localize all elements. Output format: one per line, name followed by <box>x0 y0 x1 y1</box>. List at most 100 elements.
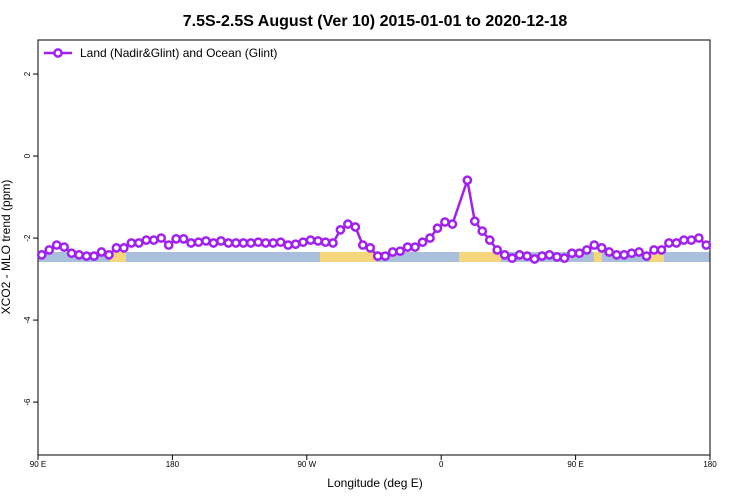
data-point <box>581 245 592 255</box>
data-point <box>89 251 99 261</box>
data-point <box>649 245 659 255</box>
data-point <box>111 243 122 253</box>
data-point <box>499 250 510 260</box>
data-point <box>372 251 383 261</box>
x-tick-label: 90 W <box>297 460 316 469</box>
data-point <box>425 233 435 243</box>
data-point <box>320 237 331 248</box>
data-point <box>335 225 346 235</box>
legend: Land (Nadir&Glint) and Ocean (Glint) <box>44 46 277 60</box>
data-point <box>410 242 420 252</box>
data-point <box>328 238 338 248</box>
data-point <box>260 238 271 248</box>
data-point <box>148 235 159 245</box>
x-axis-title: Longitude (deg E) <box>327 476 422 490</box>
data-point <box>156 233 167 243</box>
data-point <box>290 239 301 250</box>
data-point <box>634 247 644 257</box>
data-point <box>537 251 547 261</box>
data-point <box>395 246 405 257</box>
data-point <box>380 251 391 261</box>
data-point <box>440 217 450 227</box>
data-point <box>686 235 697 245</box>
data-point <box>365 243 376 253</box>
data-point <box>619 250 629 260</box>
series <box>36 175 712 264</box>
data-point <box>701 240 712 250</box>
legend-marker <box>53 48 63 58</box>
data-point <box>193 237 204 248</box>
data-point <box>208 238 219 248</box>
data-point <box>74 250 84 260</box>
data-point <box>51 240 62 250</box>
x-tick-label: 90 E <box>567 460 583 469</box>
data-point <box>44 245 55 255</box>
data-point <box>611 250 622 260</box>
data-point <box>507 253 517 264</box>
data-point <box>126 238 137 248</box>
data-point <box>596 243 607 253</box>
data-point <box>664 238 674 248</box>
data-point <box>559 253 570 264</box>
data-point <box>178 234 189 244</box>
data-point <box>387 247 398 257</box>
data-point <box>163 240 174 250</box>
data-point <box>283 240 293 250</box>
data-point <box>484 235 495 245</box>
data-point <box>141 235 152 245</box>
data-point <box>119 243 129 253</box>
data-point <box>245 238 256 248</box>
data-point <box>238 238 249 248</box>
data-point <box>231 238 241 248</box>
data-point <box>514 250 525 260</box>
data-point <box>216 236 226 246</box>
data-point <box>36 250 47 260</box>
data-point <box>268 238 279 248</box>
chart-title: 7.5S-2.5S August (Ver 10) 2015-01-01 to … <box>183 13 568 30</box>
data-point <box>223 238 234 248</box>
data-point <box>469 216 480 227</box>
data-point <box>641 251 652 261</box>
legend-label: Land (Nadir&Glint) and Ocean (Glint) <box>80 46 277 60</box>
data-point <box>402 242 413 252</box>
data-point <box>604 247 615 257</box>
x-tick-label: 180 <box>166 460 180 469</box>
data-point <box>626 248 637 259</box>
data-point <box>529 254 540 264</box>
data-point <box>679 235 689 245</box>
data-point <box>671 238 682 248</box>
data-point <box>462 175 473 186</box>
data-point <box>417 237 428 248</box>
y-tick-label: -6 <box>23 398 32 406</box>
y-axis-title: XCO2 - MLO trend (ppm) <box>0 180 13 315</box>
data-point <box>343 219 353 229</box>
data-point <box>201 236 211 246</box>
y-tick-label: 2 <box>23 71 32 76</box>
data-point <box>350 222 361 232</box>
data-point <box>544 250 555 260</box>
data-point <box>574 248 585 259</box>
data-point <box>186 238 196 248</box>
data-point <box>59 242 69 252</box>
data-point <box>253 237 264 248</box>
data-point <box>492 245 503 255</box>
data-point <box>693 233 704 243</box>
data-point <box>305 235 316 245</box>
data-point <box>313 236 323 246</box>
data-point <box>96 247 107 257</box>
data-point <box>275 237 286 248</box>
y-tick-label: -4 <box>23 316 32 324</box>
data-point <box>133 238 144 248</box>
data-point <box>589 240 600 250</box>
data-point <box>171 234 181 244</box>
data-point <box>522 251 532 261</box>
data-point <box>567 248 577 259</box>
x-tick-label: 0 <box>439 460 444 469</box>
data-point <box>66 248 77 259</box>
data-point <box>104 250 114 260</box>
data-point <box>81 251 92 261</box>
y-tick-label: -2 <box>23 234 32 242</box>
data-point <box>656 245 667 255</box>
data-point <box>477 226 488 236</box>
